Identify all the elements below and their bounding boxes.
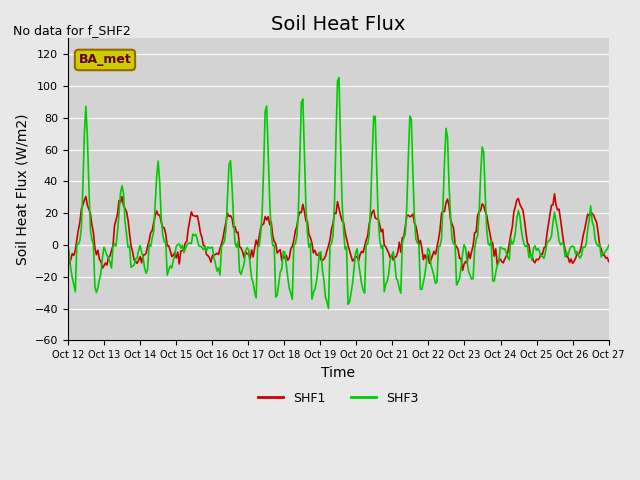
SHF1 bbox=[550, 191, 558, 197]
Text: BA_met: BA_met bbox=[79, 53, 131, 66]
SHF1 bbox=[578, 241, 586, 247]
SHF3 bbox=[301, 149, 308, 155]
SHF3 bbox=[578, 252, 586, 258]
SHF3 bbox=[605, 242, 612, 248]
SHF1 bbox=[225, 214, 233, 219]
Title: Soil Heat Flux: Soil Heat Flux bbox=[271, 15, 406, 34]
SHF1 bbox=[605, 259, 612, 264]
Line: SHF1: SHF1 bbox=[68, 194, 609, 270]
SHF3 bbox=[252, 295, 260, 300]
SHF3 bbox=[64, 241, 72, 247]
SHF3 bbox=[243, 245, 251, 251]
Y-axis label: Soil Heat Flux (W/m2): Soil Heat Flux (W/m2) bbox=[15, 114, 29, 265]
SHF3 bbox=[225, 162, 233, 168]
Text: No data for f_SHF2: No data for f_SHF2 bbox=[13, 24, 131, 37]
SHF1 bbox=[301, 208, 308, 214]
SHF3 bbox=[131, 262, 138, 268]
Line: SHF3: SHF3 bbox=[68, 78, 609, 309]
SHF1 bbox=[252, 237, 260, 243]
SHF1 bbox=[131, 257, 138, 263]
SHF1 bbox=[243, 251, 251, 257]
SHF3 bbox=[324, 306, 332, 312]
X-axis label: Time: Time bbox=[321, 366, 355, 380]
SHF1 bbox=[64, 260, 72, 265]
SHF1 bbox=[459, 267, 467, 273]
Legend: SHF1, SHF3: SHF1, SHF3 bbox=[253, 387, 423, 410]
SHF3 bbox=[335, 75, 343, 81]
